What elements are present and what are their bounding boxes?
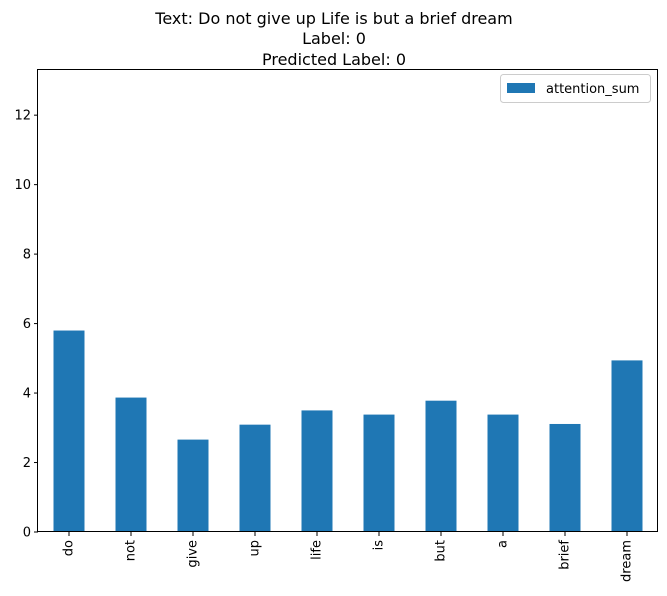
bar-do [53,330,85,532]
bar-dream [611,360,643,532]
legend-box [500,74,651,103]
y-tick-label: 12 [14,109,31,124]
y-tick-label: 2 [23,456,31,471]
legend-label: attention_sum [546,82,639,97]
title-line-label: Label: 0 [302,29,366,48]
plot-frame [37,69,658,532]
legend: attention_sum [500,74,651,103]
x-tick-label: give [186,540,201,568]
x-axis: do not give up life is but a brief dream [62,532,635,582]
y-tick-label: 6 [23,317,31,332]
x-tick-label: is [372,540,387,551]
bar-up [239,424,271,532]
chart-title: Text: Do not give up Life is but a brief… [154,9,512,69]
bar-but [425,400,457,532]
x-tick-label: not [124,540,139,561]
x-tick-label: life [310,540,325,560]
x-tick-label: up [248,540,263,557]
bars-layer [53,330,643,532]
bar-give [177,439,209,532]
y-tick-label: 10 [14,178,31,193]
y-tick-label: 4 [23,387,31,402]
legend-swatch [507,83,535,93]
x-tick-label: dream [620,540,635,582]
title-line-predicted-label: Predicted Label: 0 [262,50,406,69]
bar-brief [549,423,581,532]
bar-is [363,414,395,532]
title-line-text: Text: Do not give up Life is but a brief… [154,9,512,28]
x-tick-label: brief [558,540,573,570]
y-tick-label: 0 [23,526,31,541]
bar-a [487,414,519,532]
x-tick-label: a [496,540,511,548]
y-tick-label: 8 [23,248,31,263]
bar-not [115,397,147,532]
bar-life [301,410,333,532]
x-tick-label: but [434,540,449,562]
x-tick-label: do [62,540,77,556]
